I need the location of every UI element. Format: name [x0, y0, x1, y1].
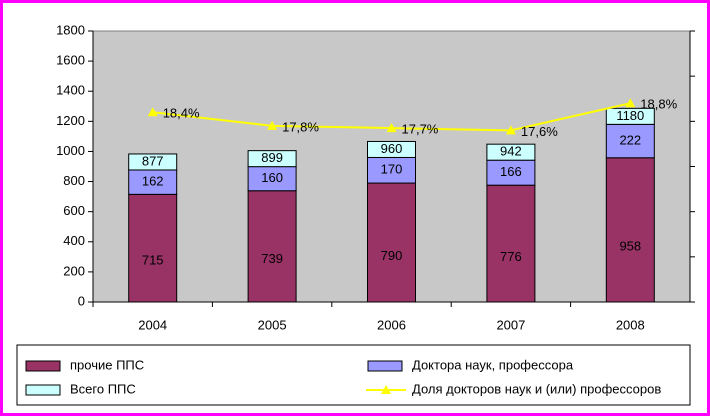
legend-label: Всего ППС: [70, 381, 136, 396]
value-label: 162: [142, 174, 164, 189]
x-tick-label: 2008: [616, 317, 645, 332]
x-tick-label: 2005: [258, 317, 287, 332]
legend-swatch: [25, 360, 61, 372]
value-label: 18,8%: [640, 97, 677, 112]
y-tick-label: 400: [63, 233, 85, 248]
bar-segment: [486, 184, 536, 303]
bar-segment: [247, 190, 297, 303]
value-label: 790: [381, 248, 403, 263]
marker: [386, 123, 397, 133]
legend: [16, 344, 691, 406]
y-tick-label: 200: [63, 263, 85, 278]
bar-segment: [247, 166, 297, 192]
value-label: 739: [261, 251, 283, 266]
marker: [147, 107, 158, 117]
value-label: 715: [142, 253, 164, 268]
bar-segment: [367, 182, 416, 303]
legend-swatch: [25, 384, 61, 396]
y-tick-label: 1200: [56, 113, 85, 128]
value-label: 877: [142, 153, 164, 168]
marker: [625, 98, 636, 108]
legend-marker: [381, 385, 391, 394]
y-tick-label: 1600: [56, 53, 85, 68]
bar-segment: [605, 157, 655, 303]
value-label: 160: [261, 170, 283, 185]
value-label: 942: [500, 144, 522, 159]
x-tick-label: 2007: [496, 317, 525, 332]
value-label: 899: [261, 150, 283, 165]
total-cap: [605, 107, 655, 125]
total-cap: [486, 143, 536, 161]
x-tick-label: 2006: [377, 317, 406, 332]
y-tick-label: 600: [63, 203, 85, 218]
y-tick-label: 1400: [56, 83, 85, 98]
value-label: 17,6%: [521, 124, 558, 139]
value-label: 222: [619, 132, 641, 147]
legend-label: Доля докторов наук и (или) профессоров: [412, 381, 661, 396]
y-tick-label: 0: [78, 293, 85, 308]
value-label: 166: [500, 164, 522, 179]
y-tick-label: 1800: [56, 22, 85, 37]
total-cap: [367, 140, 416, 158]
marker: [505, 125, 516, 135]
bar-segment: [367, 156, 416, 184]
bar-segment: [128, 193, 178, 303]
y-tick-label: 800: [63, 173, 85, 188]
value-label: 960: [381, 141, 403, 156]
value-label: 1180: [616, 108, 644, 123]
x-tick-label: 2004: [138, 317, 167, 332]
bar-segment: [486, 159, 536, 186]
legend-label: Доктора наук, профессора: [412, 357, 574, 372]
value-label: 18,4%: [163, 106, 200, 121]
legend-label: прочие ППС: [70, 357, 144, 372]
y-tick-label: 1000: [56, 143, 85, 158]
marker: [267, 120, 278, 130]
value-label: 958: [619, 239, 641, 254]
value-label: 17,8%: [282, 119, 319, 134]
total-cap: [128, 153, 178, 171]
value-label: 776: [500, 249, 522, 264]
value-label: 17,7%: [402, 122, 439, 137]
value-label: 170: [381, 162, 403, 177]
legend-swatch: [367, 360, 403, 372]
total-cap: [247, 150, 297, 168]
